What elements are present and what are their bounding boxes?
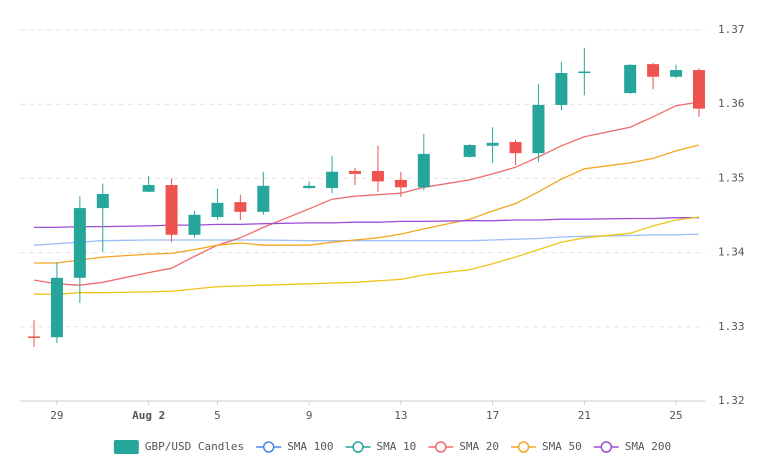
legend-swatch: [113, 440, 139, 454]
sma-line: [33, 233, 700, 246]
x-tick-label: 21: [578, 409, 591, 422]
candle-body: [303, 185, 316, 189]
candle-body: [670, 70, 683, 77]
sma-line: [33, 101, 700, 286]
legend: GBP/USD Candles SMA 100 SMA 10 SMA 20 SMA 50…: [113, 440, 671, 454]
y-tick-label: 1.34: [718, 246, 745, 259]
candle-body: [417, 153, 430, 188]
candle-body: [165, 185, 178, 235]
legend-item: SMA 100: [256, 440, 334, 453]
sma-line: [34, 216, 700, 295]
candle-body: [211, 202, 224, 217]
x-tick-label: 13: [394, 409, 407, 422]
candle-body: [28, 336, 40, 338]
candle-body: [73, 208, 86, 278]
legend-marker: [352, 441, 364, 453]
candle-body: [624, 64, 637, 94]
legend-item: SMA 10: [345, 440, 417, 453]
candle-body: [647, 64, 660, 77]
x-tick-label: 9: [306, 409, 313, 422]
x-tick-label: 17: [486, 409, 499, 422]
legend-item: SMA 20: [428, 440, 499, 453]
legend-marker: [435, 441, 447, 453]
x-tick-label: 29: [50, 409, 63, 422]
legend-label: SMA 10: [377, 440, 417, 453]
legend-marker: [517, 441, 530, 453]
candle-body: [142, 185, 155, 192]
candle-body: [463, 145, 476, 157]
legend-item: SMA 200: [593, 440, 671, 453]
legend-label: SMA 50: [542, 440, 582, 453]
candle-body: [326, 171, 339, 189]
candle-body: [509, 142, 522, 154]
candle-body: [349, 170, 362, 174]
candle-body: [371, 170, 384, 182]
y-tick-label: 1.37: [718, 23, 745, 36]
candle-body: [234, 202, 247, 212]
x-tick-label: 5: [214, 409, 221, 422]
candle-body: [188, 214, 201, 235]
legend-label: SMA 20: [459, 440, 499, 453]
legend-item: GBP/USD Candles: [113, 440, 244, 454]
sma-line: [34, 217, 699, 229]
candle-body: [692, 70, 705, 109]
candle-body: [555, 73, 568, 105]
candle-body: [96, 193, 109, 209]
y-tick-label: 1.35: [718, 171, 745, 184]
y-tick-label: 1.33: [718, 320, 745, 333]
legend-item: SMA 50: [511, 440, 582, 453]
candle-body: [486, 142, 499, 146]
legend-marker: [262, 441, 275, 453]
sma-line: [34, 144, 700, 264]
candle-body: [532, 104, 545, 154]
y-tick-label: 1.32: [718, 394, 745, 407]
x-tick-label: Aug 2: [132, 409, 165, 422]
legend-label: SMA 200: [625, 440, 671, 453]
candle-body: [257, 185, 270, 212]
y-tick-label: 1.36: [718, 97, 745, 110]
legend-marker: [600, 441, 613, 453]
legend-label: GBP/USD Candles: [145, 440, 244, 453]
x-tick-label: 25: [669, 409, 682, 422]
legend-label: SMA 100: [287, 440, 333, 453]
candle-body: [394, 179, 407, 188]
candle-body: [50, 277, 63, 338]
candle-body: [578, 71, 591, 74]
